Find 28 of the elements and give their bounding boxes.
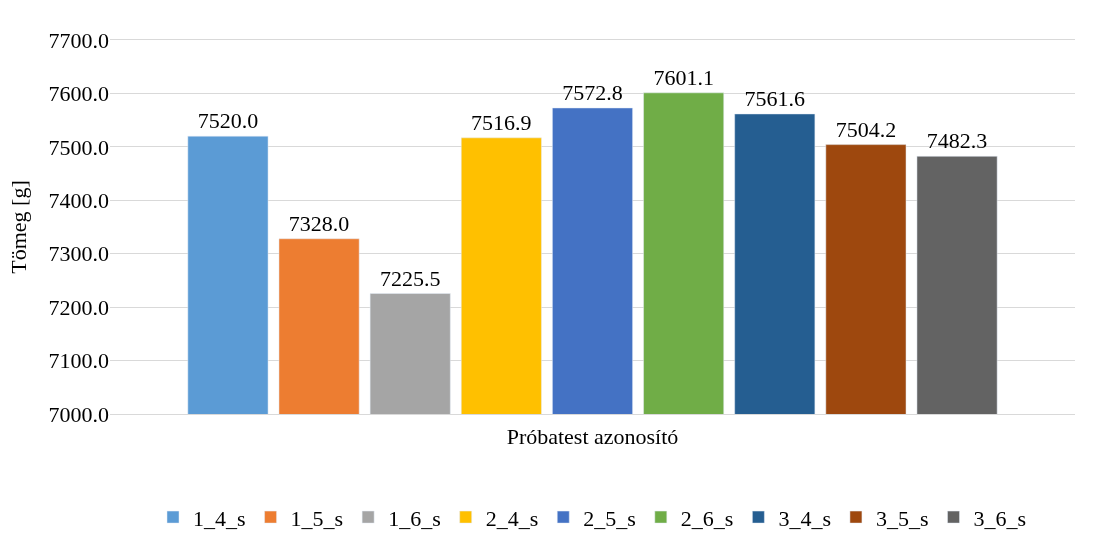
data-label: 7561.6 — [744, 85, 806, 111]
data-label: 7572.8 — [562, 79, 623, 105]
legend-label: 3_4_s — [778, 505, 831, 531]
x-axis-title: Próbatest azonosító — [506, 423, 679, 449]
y-tick-label: 7300.0 — [48, 241, 109, 267]
y-tick-label: 7200.0 — [48, 294, 109, 320]
legend-label: 2_6_s — [680, 505, 734, 531]
y-tick-label: 7700.0 — [48, 27, 109, 53]
legend-label: 2_5_s — [583, 505, 636, 531]
y-tick-label: 7000.0 — [48, 401, 109, 427]
legend-label: 3_6_s — [973, 505, 1027, 531]
data-label: 7504.2 — [835, 116, 897, 142]
data-label: 7225.5 — [379, 265, 441, 291]
legend-label: 1_6_s — [388, 505, 441, 531]
data-label: 7482.3 — [926, 128, 988, 154]
y-tick-label: 7400.0 — [48, 187, 109, 213]
y-tick-label: 7100.0 — [48, 348, 109, 374]
y-tick-label: 7500.0 — [48, 134, 109, 160]
data-label: 7328.0 — [288, 210, 350, 236]
y-tick-label: 7600.0 — [48, 81, 109, 107]
legend-label: 2_4_s — [485, 505, 539, 531]
y-axis-title: Tömeg [g] — [6, 180, 32, 274]
data-label: 7516.9 — [471, 109, 532, 135]
legend-label: 3_5_s — [875, 505, 929, 531]
legend-label: 1_4_s — [193, 505, 246, 531]
data-label: 7601.1 — [653, 64, 714, 90]
legend-label: 1_5_s — [290, 505, 344, 531]
data-label: 7520.0 — [197, 108, 259, 134]
